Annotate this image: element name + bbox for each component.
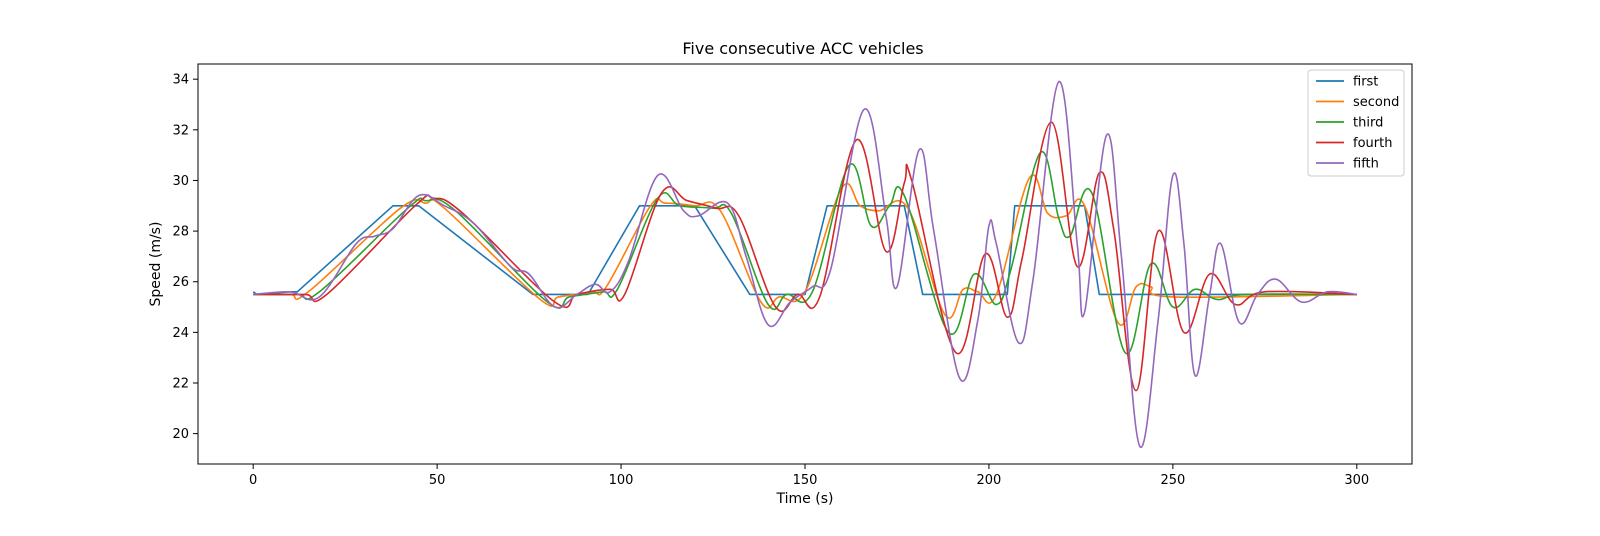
y-tick-label: 34 bbox=[172, 73, 189, 88]
plot-area bbox=[197, 63, 1413, 465]
legend-label-first: first bbox=[1353, 75, 1378, 90]
y-tick-label: 20 bbox=[172, 427, 189, 442]
x-tick-label: 150 bbox=[793, 473, 818, 488]
legend-box bbox=[1307, 69, 1405, 177]
x-tick-label: 300 bbox=[1344, 473, 1369, 488]
legend: first second third fourth fifth bbox=[1307, 69, 1405, 177]
series-lines bbox=[252, 80, 1357, 449]
x-tick-label: 250 bbox=[1160, 473, 1185, 488]
y-tick-label: 24 bbox=[172, 326, 189, 341]
series-line-fifth bbox=[253, 80, 1357, 449]
x-tick-label: 50 bbox=[429, 473, 446, 488]
x-axis: 0 50 100 150 200 250 300 bbox=[249, 464, 1369, 488]
y-tick-label: 32 bbox=[172, 123, 189, 138]
y-tick-label: 22 bbox=[172, 376, 189, 391]
y-tick-label: 30 bbox=[172, 174, 189, 189]
y-tick-label: 28 bbox=[172, 225, 189, 240]
chart-title: Five consecutive ACC vehicles bbox=[682, 39, 923, 58]
y-axis: 20 22 24 26 28 30 32 34 bbox=[172, 73, 198, 442]
legend-label-second: second bbox=[1353, 95, 1399, 110]
x-tick-label: 100 bbox=[609, 473, 634, 488]
legend-label-fourth: fourth bbox=[1353, 136, 1392, 151]
x-tick-label: 0 bbox=[249, 473, 257, 488]
legend-label-third: third bbox=[1353, 116, 1383, 131]
legend-label-fifth: fifth bbox=[1353, 157, 1379, 172]
x-tick-label: 200 bbox=[977, 473, 1002, 488]
y-axis-label: Speed (m/s) bbox=[148, 222, 164, 307]
x-axis-label: Time (s) bbox=[776, 491, 834, 507]
y-tick-label: 26 bbox=[172, 275, 189, 290]
series-line-first bbox=[252, 205, 1357, 296]
